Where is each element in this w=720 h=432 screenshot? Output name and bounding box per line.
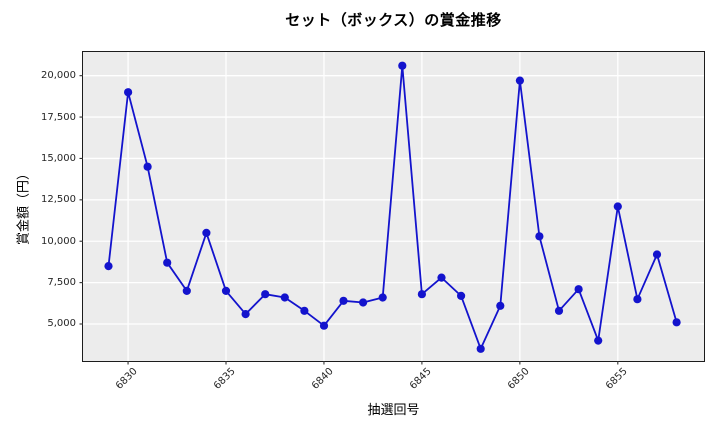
data-point <box>594 336 603 345</box>
y-tick-label: 7,500 <box>47 277 76 289</box>
data-point <box>202 228 211 237</box>
data-point <box>417 290 426 299</box>
data-point <box>280 293 289 302</box>
data-point <box>535 232 544 241</box>
y-tick-label: 15,000 <box>41 152 76 164</box>
data-point <box>633 295 642 304</box>
data-point <box>457 291 466 300</box>
x-tick-label: 6830 <box>114 366 140 392</box>
x-axis-label: 抽選回号 <box>367 403 420 418</box>
data-point <box>378 293 387 302</box>
data-point <box>359 298 368 307</box>
x-tick-label: 6845 <box>407 366 434 392</box>
data-point <box>124 88 133 97</box>
x-tick-label: 6855 <box>603 366 630 392</box>
data-point <box>398 61 407 70</box>
data-point <box>221 286 231 295</box>
plot-area <box>79 51 705 365</box>
data-point <box>319 321 329 330</box>
y-tick-label: 10,000 <box>41 235 76 247</box>
y-tick-label: 12,500 <box>41 194 76 206</box>
y-tick-label: 5,000 <box>47 318 76 330</box>
y-tick-label: 17,500 <box>41 111 76 123</box>
data-point <box>261 290 270 299</box>
prize-line-series <box>107 64 678 350</box>
data-point <box>554 306 564 315</box>
data-point <box>574 285 583 294</box>
data-point <box>163 258 172 267</box>
data-point <box>515 76 524 85</box>
data-point <box>437 273 446 282</box>
data-point <box>182 286 191 295</box>
data-point <box>672 318 681 327</box>
x-tick-label: 6835 <box>212 366 238 392</box>
chart-title: セット（ボックス）の賞金推移 <box>285 11 502 29</box>
x-tick-label: 6850 <box>505 366 532 392</box>
data-point <box>143 162 152 171</box>
line-chart-canvas <box>79 52 704 365</box>
x-tick-label: 6840 <box>309 366 336 392</box>
data-point <box>613 202 622 211</box>
data-point <box>104 262 113 271</box>
data-point <box>652 250 662 259</box>
data-point <box>241 310 250 319</box>
data-point <box>339 296 348 305</box>
data-point <box>476 344 485 353</box>
data-point <box>496 301 505 310</box>
y-tick-label: 20,000 <box>41 70 76 82</box>
data-point <box>300 306 309 315</box>
